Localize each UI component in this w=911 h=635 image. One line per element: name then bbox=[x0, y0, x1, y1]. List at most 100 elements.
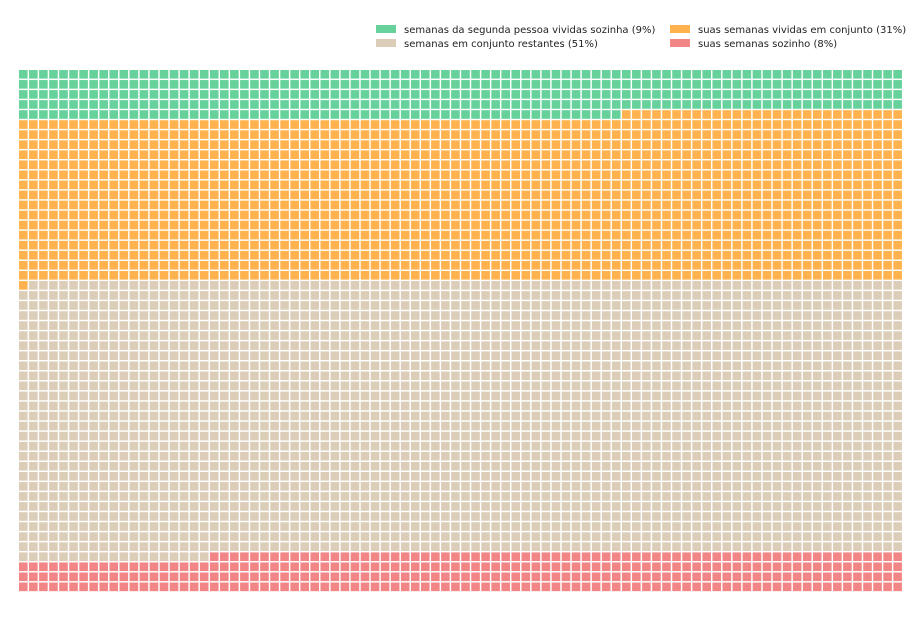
waffle-cell bbox=[883, 492, 892, 501]
waffle-cell bbox=[591, 80, 601, 89]
waffle-cell bbox=[441, 381, 450, 391]
waffle-cell bbox=[119, 482, 129, 491]
waffle-cell bbox=[742, 230, 752, 240]
waffle-cell bbox=[390, 80, 400, 89]
waffle-cell bbox=[441, 180, 450, 190]
waffle-cell bbox=[129, 391, 139, 401]
waffle-cell bbox=[189, 120, 199, 129]
waffle-cell bbox=[270, 140, 279, 149]
waffle-cell bbox=[139, 341, 149, 350]
waffle-cell bbox=[863, 472, 872, 481]
waffle-cell bbox=[300, 160, 309, 170]
waffle-cell bbox=[400, 532, 410, 541]
waffle-cell bbox=[632, 170, 641, 180]
waffle-cell bbox=[139, 70, 149, 79]
waffle-cell bbox=[853, 100, 862, 109]
waffle-cell bbox=[400, 250, 410, 260]
waffle-cell bbox=[250, 582, 259, 592]
waffle-cell bbox=[270, 321, 279, 330]
waffle-cell bbox=[49, 271, 58, 280]
waffle-cell bbox=[622, 512, 631, 521]
waffle-cell bbox=[481, 391, 490, 401]
waffle-cell bbox=[792, 70, 802, 79]
waffle-cell bbox=[501, 120, 510, 129]
waffle-cell bbox=[400, 220, 410, 230]
waffle-cell bbox=[431, 260, 440, 270]
waffle-cell bbox=[49, 461, 58, 471]
waffle-cell bbox=[69, 80, 78, 89]
waffle-cell bbox=[159, 411, 169, 421]
waffle-cell bbox=[843, 291, 852, 300]
waffle-cell bbox=[400, 381, 410, 391]
waffle-cell bbox=[59, 110, 68, 119]
waffle-cell bbox=[129, 210, 139, 220]
waffle-cell bbox=[350, 562, 360, 572]
waffle-cell bbox=[622, 180, 631, 190]
waffle-cell bbox=[722, 391, 732, 401]
waffle-cell bbox=[139, 371, 149, 381]
waffle-cell bbox=[823, 210, 832, 220]
waffle-cell bbox=[622, 291, 631, 300]
waffle-cell bbox=[692, 110, 701, 119]
waffle-cell bbox=[421, 140, 430, 149]
waffle-cell bbox=[380, 552, 390, 561]
waffle-cell bbox=[59, 100, 68, 109]
waffle-cell bbox=[390, 120, 400, 129]
waffle-cell bbox=[863, 401, 872, 411]
waffle-cell bbox=[139, 532, 149, 541]
waffle-cell bbox=[692, 180, 701, 190]
waffle-cell bbox=[652, 240, 661, 250]
waffle-cell bbox=[531, 301, 541, 310]
waffle-cell bbox=[330, 502, 340, 511]
waffle-cell bbox=[189, 301, 199, 310]
waffle-cell bbox=[89, 210, 98, 220]
waffle-cell bbox=[199, 150, 209, 159]
waffle-cell bbox=[280, 512, 289, 521]
waffle-cell bbox=[672, 542, 681, 551]
waffle-cell bbox=[129, 431, 139, 441]
waffle-cell bbox=[541, 411, 551, 421]
waffle-cell bbox=[863, 160, 872, 170]
waffle-cell bbox=[642, 532, 651, 541]
waffle-cell bbox=[159, 301, 169, 310]
waffle-cell bbox=[823, 502, 832, 511]
waffle-cell bbox=[119, 120, 129, 129]
waffle-cell bbox=[431, 281, 440, 290]
waffle-cell bbox=[853, 482, 862, 491]
waffle-cell bbox=[662, 472, 671, 481]
waffle-cell bbox=[581, 140, 591, 149]
waffle-cell bbox=[159, 522, 169, 531]
waffle-cell bbox=[260, 271, 269, 280]
waffle-cell bbox=[642, 271, 651, 280]
waffle-cell bbox=[260, 90, 269, 99]
waffle-cell bbox=[491, 492, 500, 501]
waffle-cell bbox=[390, 371, 400, 381]
waffle-cell bbox=[240, 150, 249, 159]
waffle-cell bbox=[551, 230, 561, 240]
waffle-cell bbox=[833, 281, 842, 290]
waffle-cell bbox=[471, 70, 480, 79]
waffle-cell bbox=[250, 210, 259, 220]
waffle-cell bbox=[481, 260, 490, 270]
waffle-cell bbox=[632, 582, 641, 592]
waffle-cell bbox=[762, 472, 772, 481]
waffle-cell bbox=[330, 321, 340, 330]
waffle-cell bbox=[49, 572, 58, 582]
waffle-cell bbox=[270, 461, 279, 471]
waffle-cell bbox=[571, 441, 581, 451]
waffle-cell bbox=[159, 582, 169, 592]
waffle-cell bbox=[561, 572, 571, 582]
waffle-cell bbox=[531, 582, 541, 592]
waffle-cell bbox=[581, 482, 591, 491]
waffle-cell bbox=[883, 170, 892, 180]
waffle-cell bbox=[300, 120, 309, 129]
waffle-cell bbox=[833, 512, 842, 521]
waffle-cell bbox=[280, 230, 289, 240]
waffle-cell bbox=[441, 401, 450, 411]
waffle-cell bbox=[451, 210, 460, 220]
waffle-cell bbox=[541, 351, 551, 360]
waffle-cell bbox=[812, 492, 822, 501]
waffle-cell bbox=[843, 271, 852, 280]
waffle-cell bbox=[340, 502, 350, 511]
waffle-cell bbox=[240, 482, 249, 491]
